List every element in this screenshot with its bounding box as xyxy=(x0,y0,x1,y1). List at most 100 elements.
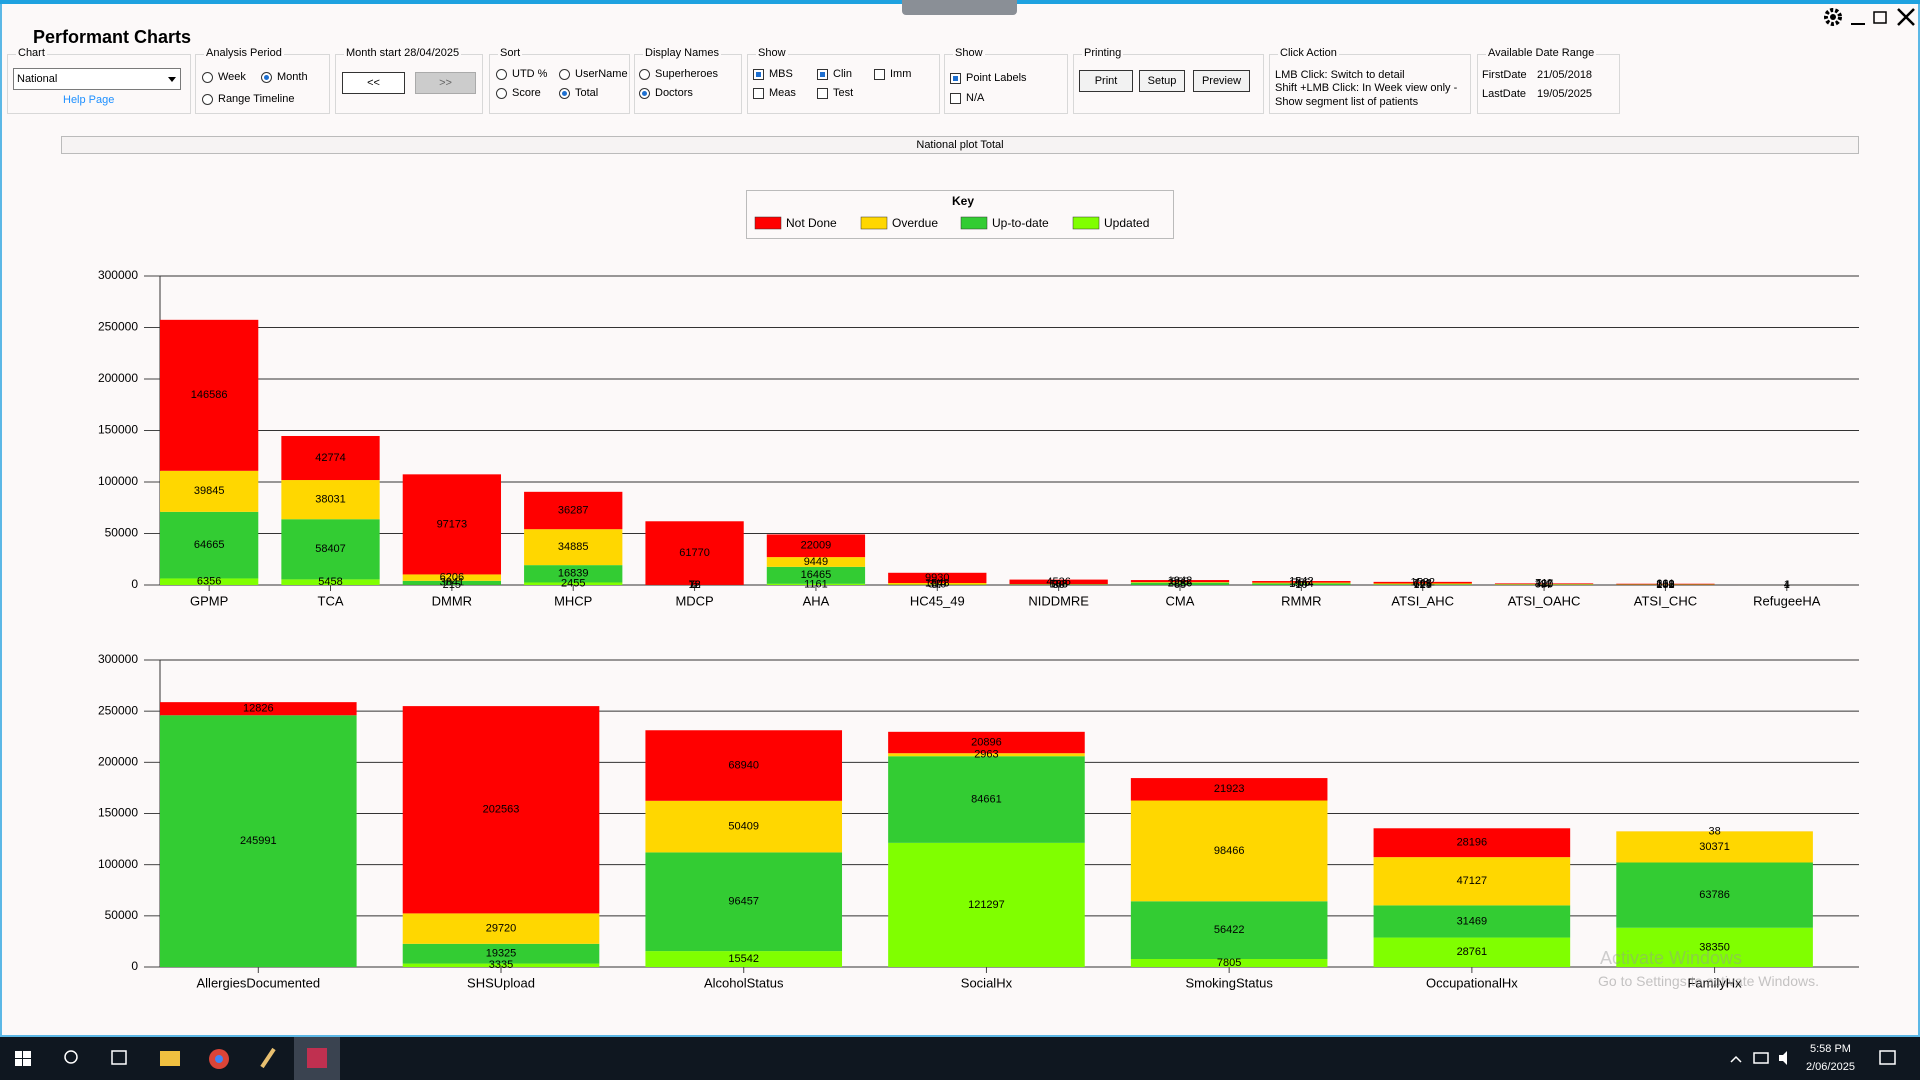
y-tick-label: 50000 xyxy=(105,908,139,922)
help-link[interactable]: Help Page xyxy=(63,94,115,106)
group-label: Analysis Period xyxy=(204,47,284,59)
value-label: 4 xyxy=(1784,579,1790,591)
dcp-icon[interactable] xyxy=(307,1048,327,1068)
checkbox[interactable] xyxy=(950,93,961,104)
radio-button[interactable] xyxy=(559,69,570,80)
radio-button[interactable] xyxy=(202,72,213,83)
print-button[interactable]: Print xyxy=(1079,70,1133,92)
bar-segment xyxy=(766,557,866,567)
value-label: 756 xyxy=(1292,577,1310,589)
click-action-group: Click Action xyxy=(1269,47,1471,114)
bar-segment xyxy=(766,534,866,558)
value-label: 4536 xyxy=(1046,576,1070,588)
bar-segment xyxy=(402,474,502,575)
bar-segment xyxy=(1130,800,1328,902)
y-tick-label: 100000 xyxy=(98,474,138,488)
taskbar-icons xyxy=(15,1037,1896,1080)
window-left-border xyxy=(0,4,2,1036)
preview-button[interactable]: Preview xyxy=(1193,70,1250,92)
task-view-button[interactable] xyxy=(111,1050,127,1065)
value-label: 5458 xyxy=(318,576,342,588)
checkbox[interactable] xyxy=(753,88,764,99)
volume-icon[interactable] xyxy=(1779,1051,1787,1065)
radio-button[interactable] xyxy=(202,94,213,105)
date-label: FirstDate xyxy=(1482,69,1527,81)
setup-button[interactable]: Setup xyxy=(1139,70,1185,92)
next-button[interactable]: >> xyxy=(415,72,476,94)
radio-button[interactable] xyxy=(496,69,507,80)
checkbox[interactable] xyxy=(874,69,885,80)
chart-dropdown[interactable]: National xyxy=(13,68,181,90)
value-label: 9930 xyxy=(925,572,949,584)
bar-segment xyxy=(766,583,866,585)
printing-group: Printing xyxy=(1073,47,1264,114)
settings-center xyxy=(1830,14,1836,20)
y-tick-label: 300000 xyxy=(98,268,138,282)
value-label: 15542 xyxy=(728,953,759,965)
y-tick-label: 150000 xyxy=(98,423,138,437)
bar-segment xyxy=(1130,778,1328,801)
value-label: 44 xyxy=(1538,579,1550,591)
plot-title: National plot Total xyxy=(61,136,1859,154)
radio-button[interactable] xyxy=(496,88,507,99)
checkbox[interactable] xyxy=(817,69,828,80)
value-label: 38031 xyxy=(315,494,346,506)
value-label: 56422 xyxy=(1214,924,1245,936)
search-button[interactable] xyxy=(64,1050,78,1064)
bar-segment xyxy=(645,521,744,585)
bar-segment xyxy=(281,480,380,520)
notification-button[interactable] xyxy=(1879,1050,1896,1065)
dropdown-value: National xyxy=(17,73,58,85)
value-label: 64665 xyxy=(194,539,225,551)
x-tick-label: CMA xyxy=(1166,593,1195,608)
bar-segment xyxy=(1130,582,1230,585)
radio-button[interactable] xyxy=(639,69,650,80)
value-label: 503 xyxy=(1049,579,1067,591)
value-label: 6206 xyxy=(440,572,464,584)
tray-arrow[interactable] xyxy=(1730,1055,1742,1063)
show-group: Show xyxy=(747,47,940,114)
close-button[interactable] xyxy=(1897,8,1915,26)
option-label: MBS xyxy=(769,68,793,80)
start-button[interactable] xyxy=(15,1051,31,1066)
value-label: 1942 xyxy=(1168,575,1192,587)
watermark: Activate Windows xyxy=(1600,948,1743,968)
legend-title: Key xyxy=(952,194,974,208)
radio-button[interactable] xyxy=(639,88,650,99)
checkbox[interactable] xyxy=(950,73,961,84)
radio-button[interactable] xyxy=(559,88,570,99)
bar-segment xyxy=(888,842,1085,967)
value-label: 21923 xyxy=(1214,783,1245,795)
app-icon[interactable] xyxy=(260,1047,276,1069)
value-label: 186 xyxy=(1049,578,1067,590)
group-label: Sort xyxy=(498,47,523,59)
settings-button[interactable] xyxy=(1824,8,1842,26)
checkbox[interactable] xyxy=(817,88,828,99)
legend-swatch xyxy=(754,216,782,230)
value-label: 219 xyxy=(1656,579,1674,591)
prev-button[interactable]: << xyxy=(342,72,405,94)
x-tick-label: RMMR xyxy=(1281,593,1321,608)
value-label: 711 xyxy=(1535,578,1553,590)
value-label: 202563 xyxy=(483,804,520,816)
option-label: Imm xyxy=(890,68,912,80)
group-label: Available Date Range xyxy=(1486,47,1597,59)
x-tick-label: SocialHx xyxy=(961,975,1013,990)
value-label: 121297 xyxy=(968,899,1005,911)
checkbox[interactable] xyxy=(753,69,764,80)
bar-segment xyxy=(281,519,380,580)
explorer-icon[interactable] xyxy=(160,1051,180,1066)
y-tick-label: 0 xyxy=(131,577,138,591)
drag-handle[interactable] xyxy=(902,0,1017,15)
maximize-button[interactable] xyxy=(1873,11,1887,24)
network-icon[interactable] xyxy=(1753,1052,1769,1064)
bar-segment xyxy=(1616,583,1715,585)
radio-button[interactable] xyxy=(261,72,272,83)
value-label: 2455 xyxy=(561,578,585,590)
value-label: 16465 xyxy=(801,569,832,581)
option-label: N/A xyxy=(966,92,985,104)
y-tick-label: 200000 xyxy=(98,371,138,385)
show-labels-group: Show xyxy=(944,47,1068,114)
bar-segment xyxy=(1373,828,1571,858)
